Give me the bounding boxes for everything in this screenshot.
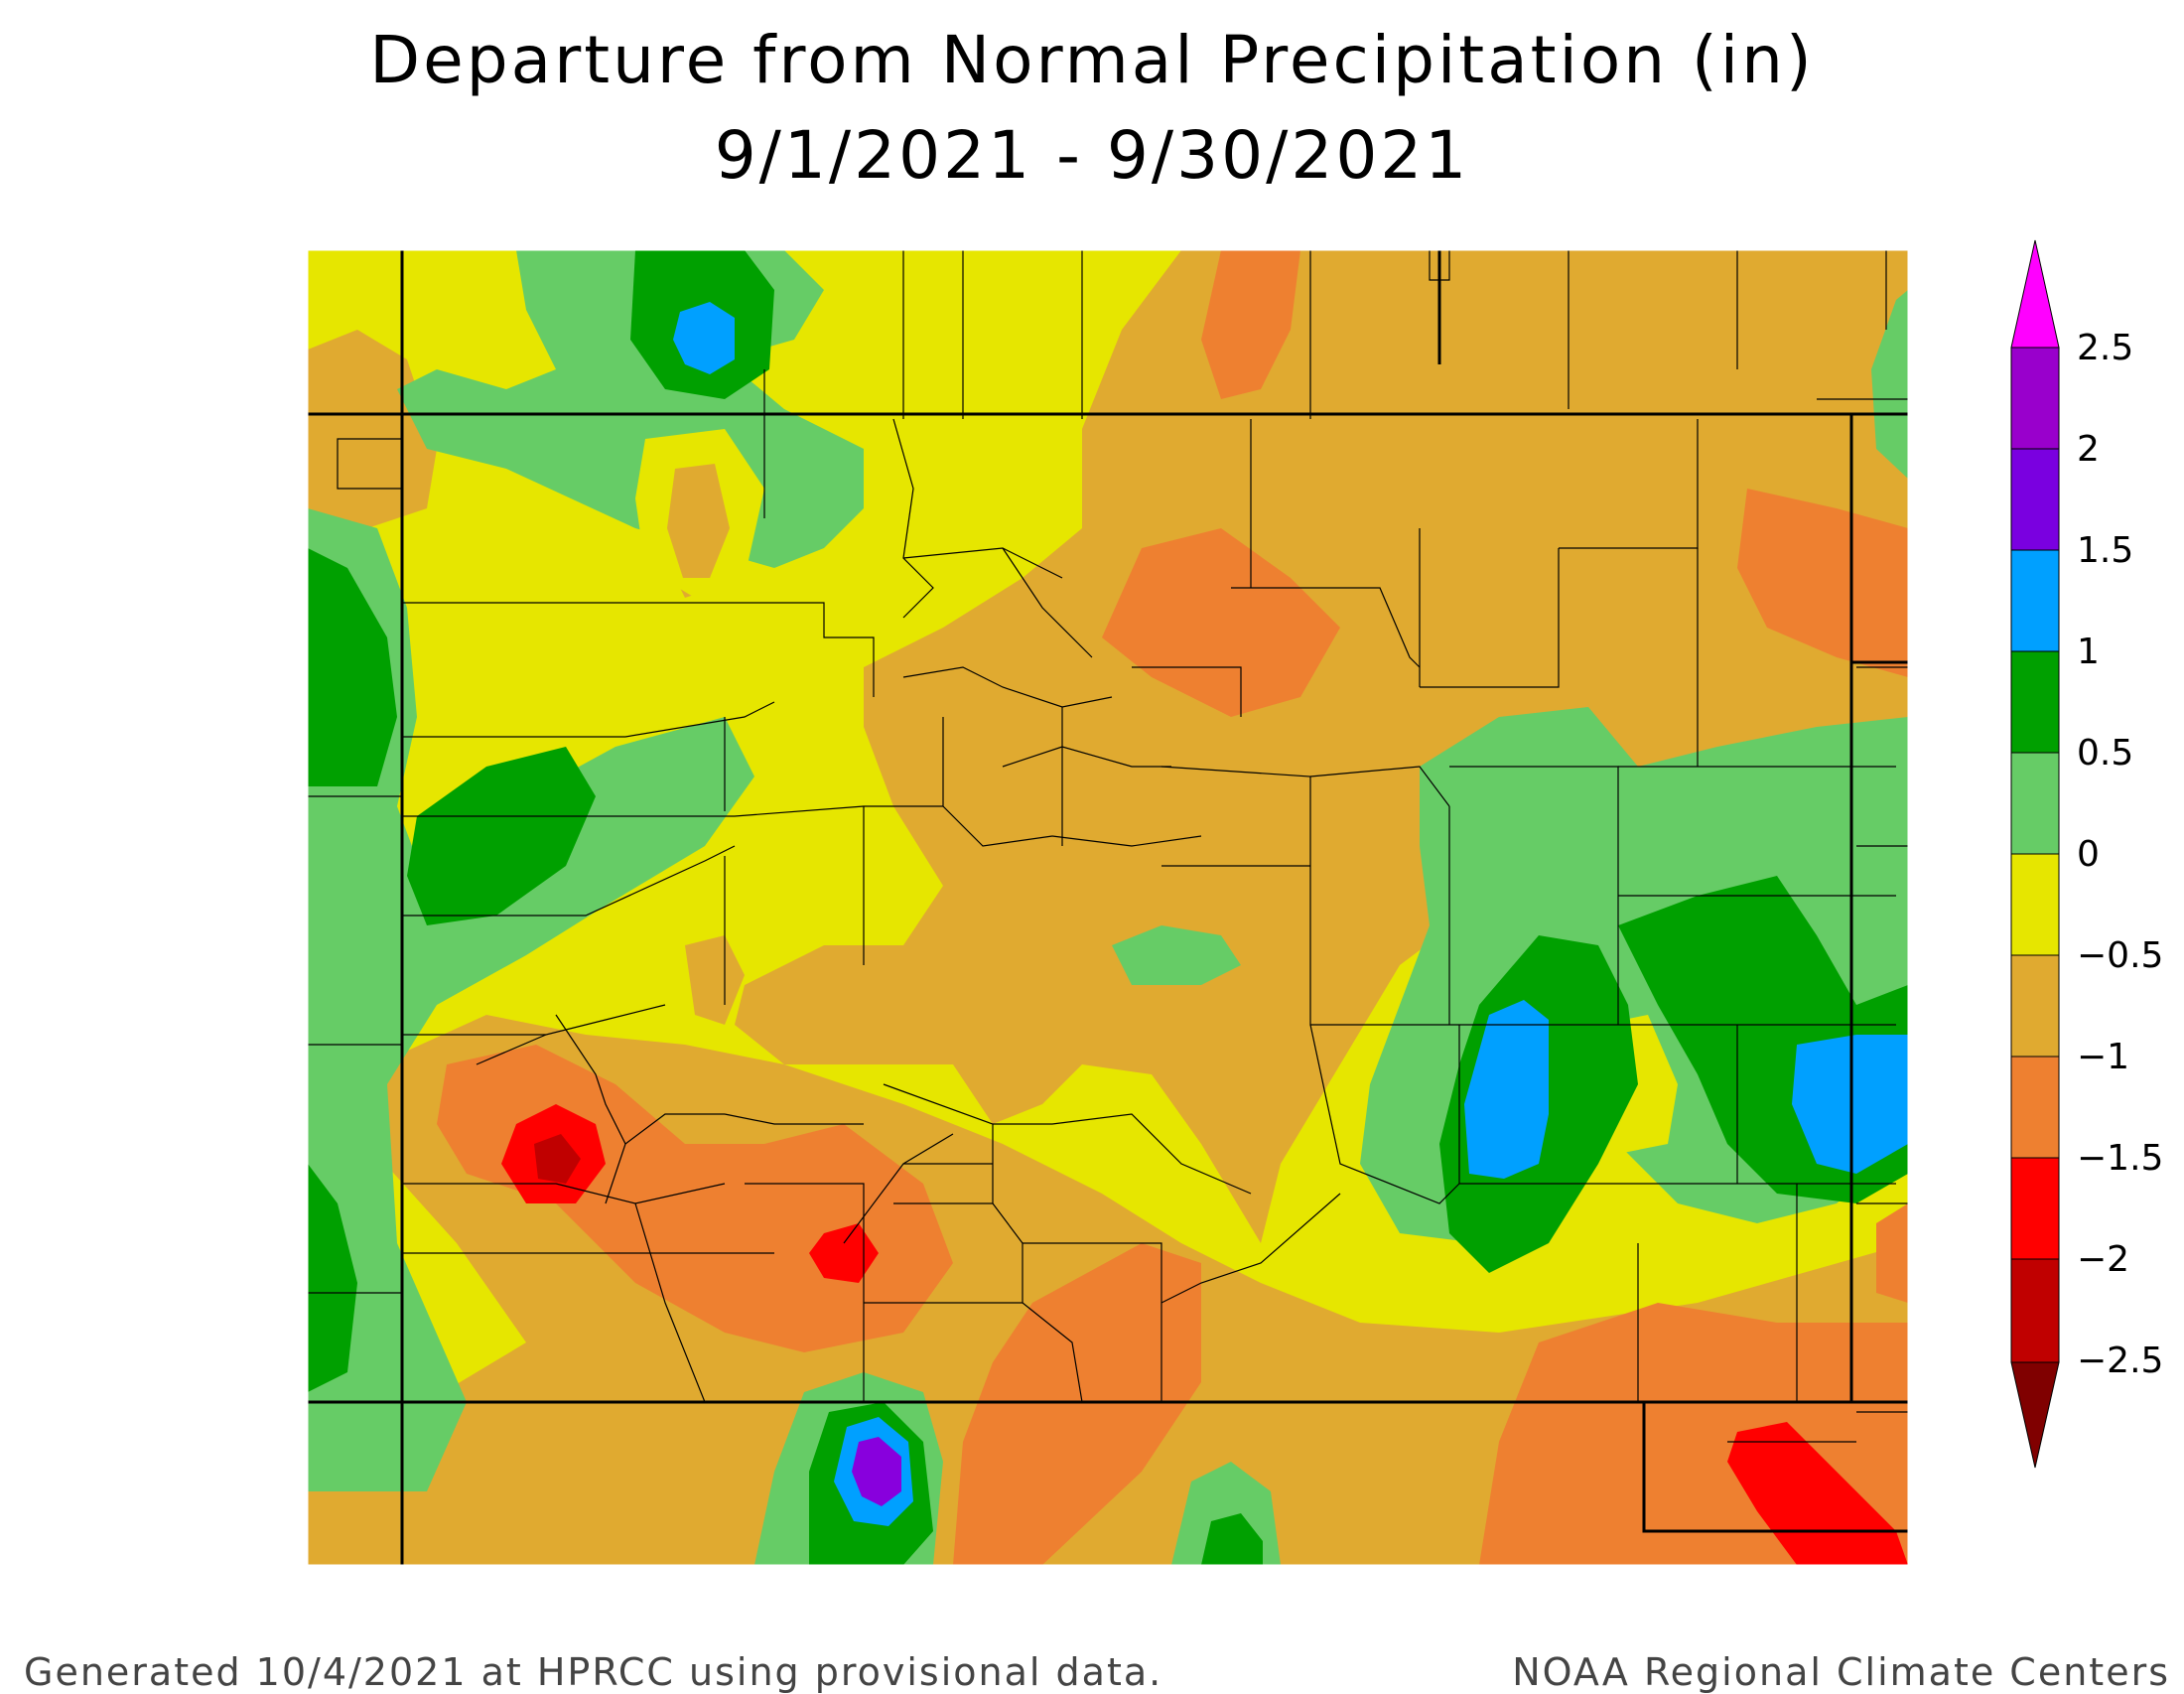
contour-green-southwest-edge xyxy=(308,1164,357,1392)
contour-green-south-small xyxy=(1201,1513,1263,1565)
contour-blue-east xyxy=(1464,1000,1549,1179)
legend-bin-neg1-neg0.5 xyxy=(2010,954,2060,1058)
contour-tan-top-left xyxy=(308,330,437,528)
color-scale-legend xyxy=(2010,239,2060,1469)
generated-note: Generated 10/4/2021 at HPRCC using provi… xyxy=(24,1650,1163,1694)
legend-label: 2.5 xyxy=(2077,328,2134,368)
map-title: Departure from Normal Precipitation (in) xyxy=(369,22,1815,98)
contour-lightgreen-center xyxy=(1112,925,1241,985)
contour-red-southeast xyxy=(1727,1422,1908,1565)
legend-bin-2-2.5 xyxy=(2010,347,2060,450)
legend-bin-neg0.5-0 xyxy=(2010,853,2060,956)
contour-orange-north xyxy=(1201,250,1300,399)
contour-green-west-edge xyxy=(308,548,397,786)
legend-label: −2.5 xyxy=(2077,1341,2164,1381)
legend-label: −0.5 xyxy=(2077,935,2164,976)
contour-tan-west-pocket xyxy=(685,935,745,1025)
legend-label: 2 xyxy=(2077,429,2100,470)
contour-orange-east-edge xyxy=(1876,1203,1908,1303)
legend-label: 1.5 xyxy=(2077,530,2134,571)
contour-purple-south xyxy=(852,1437,901,1506)
source-credit: NOAA Regional Climate Centers xyxy=(1512,1650,2170,1694)
legend-bin-above-2.5 xyxy=(2010,239,2060,349)
contour-lightgreen-ne-edge xyxy=(1871,290,1908,479)
contour-orange-denver xyxy=(1102,528,1340,717)
state-boundaries xyxy=(308,250,1908,1565)
legend-label: −2 xyxy=(2077,1239,2130,1280)
legend-bin-0-0.5 xyxy=(2010,752,2060,855)
contour-orange-south-center xyxy=(953,1243,1201,1565)
legend-label: −1.5 xyxy=(2077,1138,2164,1179)
legend-label: −1 xyxy=(2077,1037,2130,1077)
contour-red-southwest xyxy=(809,1223,879,1283)
contour-tan-central xyxy=(735,250,1908,1243)
contour-orange-northeast xyxy=(1737,489,1908,677)
legend-bin-1.5-2 xyxy=(2010,448,2060,551)
legend-bin-neg2.5-neg2 xyxy=(2010,1258,2060,1363)
legend-label: 0.5 xyxy=(2077,733,2134,774)
legend-bin-neg2-neg1.5 xyxy=(2010,1157,2060,1260)
legend-bin-0.5-1 xyxy=(2010,650,2060,754)
county-boundaries xyxy=(308,250,1908,1443)
legend-label: 1 xyxy=(2077,632,2100,672)
contour-lightgreen-west xyxy=(308,508,754,1491)
contour-yellow-pocket-west xyxy=(467,608,586,687)
contour-green-west xyxy=(407,747,596,925)
date-range: 9/1/2021 - 9/30/2021 xyxy=(714,117,1470,194)
legend-bin-1-1.5 xyxy=(2010,549,2060,652)
legend-bin-below-neg2.5 xyxy=(2010,1361,2060,1469)
legend-label: 0 xyxy=(2077,834,2100,875)
precipitation-departure-map xyxy=(308,250,1908,1565)
legend-bin-neg1.5-neg1 xyxy=(2010,1056,2060,1159)
contour-tan-pocket-north xyxy=(667,464,730,578)
contour-darkred-west xyxy=(534,1134,581,1184)
contour-blue-north xyxy=(673,302,735,374)
